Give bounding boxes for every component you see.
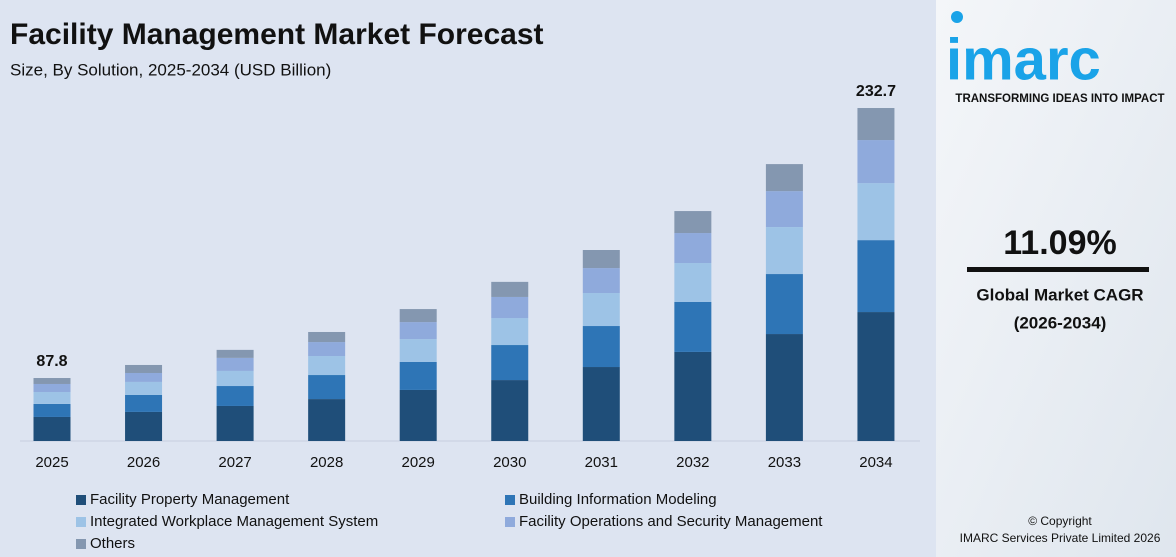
bar-segment (857, 108, 895, 141)
bar-segment (857, 312, 895, 441)
legend-label: Facility Property Management (90, 491, 290, 508)
bar-segment (674, 211, 712, 234)
bar-segment (491, 296, 529, 319)
bar-segment (125, 411, 163, 441)
bar-segment (765, 334, 803, 441)
bar-segment (765, 164, 803, 192)
bar-segment (674, 351, 712, 441)
bar-segment (308, 331, 346, 343)
bar-segment (216, 405, 254, 441)
bar-segment (125, 372, 163, 382)
bar-segment (308, 399, 346, 441)
chart-subtitle: Size, By Solution, 2025-2034 (USD Billio… (10, 60, 331, 79)
bar-segment (765, 191, 803, 228)
total-label: 87.8 (36, 353, 67, 370)
bar-segment (125, 381, 163, 395)
x-tick-label: 2026 (127, 454, 160, 471)
bar-segment (582, 367, 620, 441)
bar-segment (582, 293, 620, 327)
legend-label: Facility Operations and Security Managem… (519, 513, 823, 530)
legend-swatch (76, 539, 86, 549)
legend-swatch (76, 517, 86, 527)
bar-segment (765, 274, 803, 335)
bar-segment (491, 281, 529, 297)
bar-segment (399, 361, 437, 390)
bar-segment (125, 364, 163, 373)
legend-label: Integrated Workplace Management System (90, 513, 378, 530)
cagr-period: (2026-2034) (1014, 313, 1107, 332)
x-tick-label: 2025 (35, 454, 68, 471)
x-tick-label: 2029 (402, 454, 435, 471)
chart-title: Facility Management Market Forecast (10, 18, 544, 51)
cagr-rule (967, 267, 1149, 272)
bar-segment (33, 378, 71, 384)
legend-label: Building Information Modeling (519, 491, 717, 508)
bar-segment (491, 380, 529, 441)
bar-segment (33, 383, 71, 392)
side-panel (936, 0, 1176, 557)
x-tick-label: 2028 (310, 454, 343, 471)
x-tick-label: 2030 (493, 454, 526, 471)
cagr-value: 11.09% (1003, 224, 1116, 262)
x-tick-label: 2027 (218, 454, 251, 471)
x-tick-label: 2032 (676, 454, 709, 471)
bar-segment (216, 357, 254, 371)
bar-segment (674, 233, 712, 264)
cagr-label: Global Market CAGR (976, 285, 1143, 304)
bar-segment (582, 268, 620, 294)
legend-swatch (76, 495, 86, 505)
bar-segment (216, 370, 254, 387)
company: IMARC Services Private Limited 2026 (960, 531, 1161, 545)
bar-segment (765, 227, 803, 275)
bar-segment (491, 318, 529, 346)
legend-swatch (505, 517, 515, 527)
bar-segment (857, 240, 895, 313)
bar-segment (582, 326, 620, 368)
bar-segment (399, 389, 437, 441)
tagline: TRANSFORMING IDEAS INTO IMPACT (955, 93, 1164, 105)
logo-dot (951, 11, 963, 23)
bar-segment (33, 403, 71, 417)
bar-segment (674, 263, 712, 302)
bar-segment (308, 342, 346, 357)
bar-segment (491, 345, 529, 381)
x-tick-label: 2034 (859, 454, 892, 471)
bar-segment (399, 339, 437, 362)
bar-segment (857, 140, 895, 184)
legend-label: Others (90, 535, 135, 552)
copyright: © Copyright (1028, 514, 1092, 528)
bar-segment (216, 386, 254, 406)
bar-segment (399, 322, 437, 340)
bar-segment (125, 394, 163, 412)
x-tick-label: 2031 (585, 454, 618, 471)
bar-segment (582, 250, 620, 269)
bar-segment (308, 356, 346, 376)
bar-segment (674, 301, 712, 352)
bar-segment (33, 391, 71, 404)
x-tick-label: 2033 (768, 454, 801, 471)
bar-segment (216, 349, 254, 358)
bar-segment (857, 183, 895, 241)
bar-segment (33, 416, 71, 441)
total-label: 232.7 (856, 83, 896, 100)
logo: imarc (946, 27, 1101, 92)
legend-swatch (505, 495, 515, 505)
bar-segment (399, 309, 437, 323)
bar-segment (308, 375, 346, 400)
